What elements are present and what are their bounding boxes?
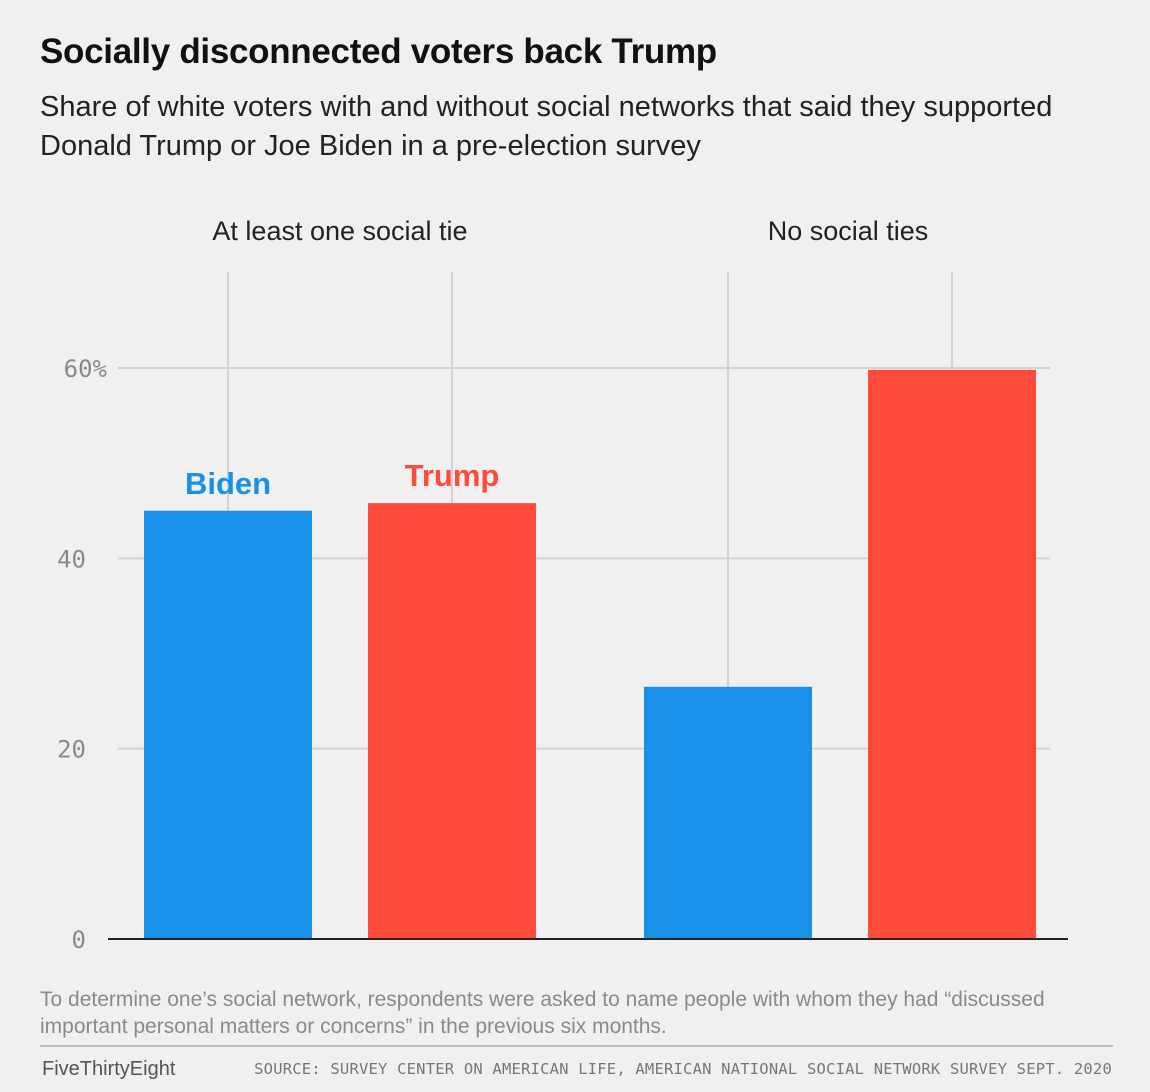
chart-title: Socially disconnected voters back Trump <box>40 32 717 71</box>
bar-trump <box>868 369 1036 939</box>
category-label: No social ties <box>768 216 929 246</box>
y-tick-label: 40 <box>57 545 86 573</box>
footer-divider <box>40 1045 1113 1047</box>
y-tick-label: 0 <box>72 926 86 954</box>
chart-subtitle: Share of white voters with and without s… <box>40 91 1053 162</box>
bar-trump <box>368 503 536 939</box>
y-tick-label: 60% <box>64 355 108 383</box>
source-text: SOURCE: SURVEY CENTER ON AMERICAN LIFE, … <box>254 1060 1112 1078</box>
brand-logo-text: FiveThirtyEight <box>42 1058 176 1080</box>
category-label: At least one social tie <box>212 216 467 246</box>
series-label-trump: Trump <box>405 458 500 493</box>
y-tick-label: 20 <box>57 736 86 764</box>
bar-biden <box>644 686 812 939</box>
bar-biden <box>144 510 312 939</box>
chart-note: To determine one’s social network, respo… <box>40 988 1045 1038</box>
series-label-biden: Biden <box>185 466 271 501</box>
